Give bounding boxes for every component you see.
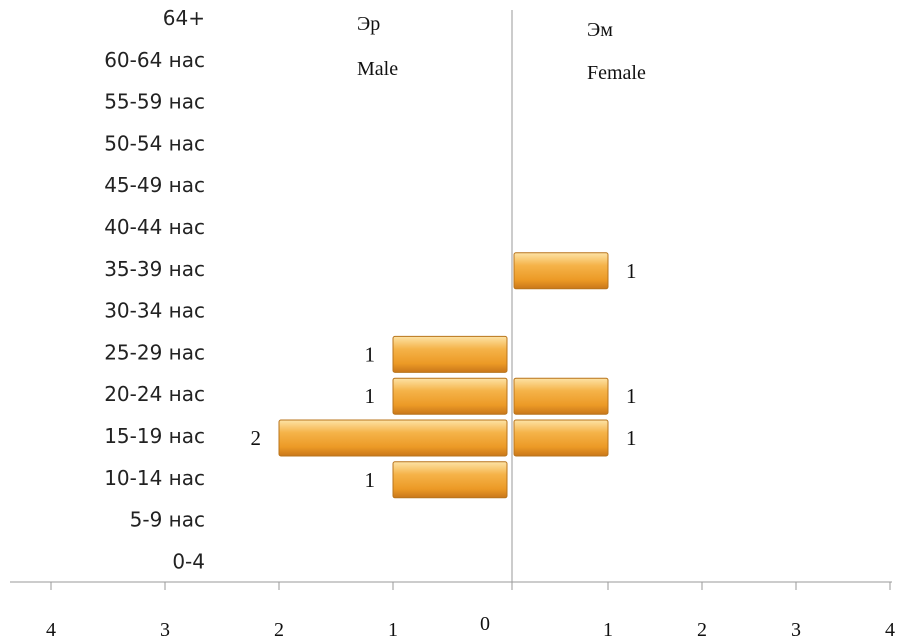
category-label: 50-54 нас xyxy=(104,131,205,155)
category-label: 55-59 нас xyxy=(104,90,205,114)
category-label: 0-4 xyxy=(172,549,205,573)
category-label: 25-29 нас xyxy=(104,340,205,364)
data-label-female: 1 xyxy=(626,426,637,450)
legend-female-line2: Female xyxy=(587,62,646,84)
data-label-male: 2 xyxy=(251,426,262,450)
x-tick-label: 1 xyxy=(603,619,613,641)
data-label-female: 1 xyxy=(626,384,637,408)
data-label-female: 1 xyxy=(626,259,637,283)
x-tick-label: 3 xyxy=(160,619,170,641)
legend-female-line1: Эм xyxy=(587,19,613,41)
category-labels: 64+ 60-64 нас 55-59 нас 50-54 нас 45-49 нас 4… xyxy=(104,6,205,573)
x-tick-label: 1 xyxy=(388,619,398,641)
legend-male: Эр Male xyxy=(357,13,398,80)
x-axis-tick-labels: 4 3 2 1 0 1 2 3 4 xyxy=(46,613,895,641)
category-label: 20-24 нас xyxy=(104,382,205,406)
x-axis-ticks xyxy=(50,582,891,590)
legend-female: Эм Female xyxy=(587,19,646,84)
bar-male xyxy=(392,377,508,415)
bar-female xyxy=(513,252,609,290)
category-label: 35-39 нас xyxy=(104,257,205,281)
category-label: 45-49 нас xyxy=(104,173,205,197)
x-tick-label: 4 xyxy=(885,619,895,641)
bar-female xyxy=(513,377,609,415)
category-label: 15-19 нас xyxy=(104,424,205,448)
x-tick-label: 2 xyxy=(274,619,284,641)
x-tick-label: 2 xyxy=(697,619,707,641)
category-label: 30-34 нас xyxy=(104,299,205,323)
data-label-male: 1 xyxy=(365,342,376,366)
category-label: 5-9 нас xyxy=(130,508,205,532)
x-tick-label: 0 xyxy=(480,613,490,635)
data-label-male: 1 xyxy=(365,384,376,408)
bar-male xyxy=(278,419,508,457)
x-tick-label: 4 xyxy=(46,619,56,641)
category-label: 10-14 нас xyxy=(104,466,205,490)
category-label: 60-64 нас xyxy=(104,48,205,72)
category-label: 40-44 нас xyxy=(104,215,205,239)
data-labels: 1 1 1 1 2 1 1 xyxy=(251,259,637,492)
legend-male-line1: Эр xyxy=(357,13,380,35)
category-label: 64+ xyxy=(163,6,205,30)
bar-female xyxy=(513,419,609,457)
x-tick-label: 3 xyxy=(791,619,801,641)
bar-male xyxy=(392,335,508,373)
bar-male xyxy=(392,461,508,499)
data-label-male: 1 xyxy=(365,468,376,492)
bars xyxy=(278,252,609,499)
legend-male-line2: Male xyxy=(357,58,398,80)
